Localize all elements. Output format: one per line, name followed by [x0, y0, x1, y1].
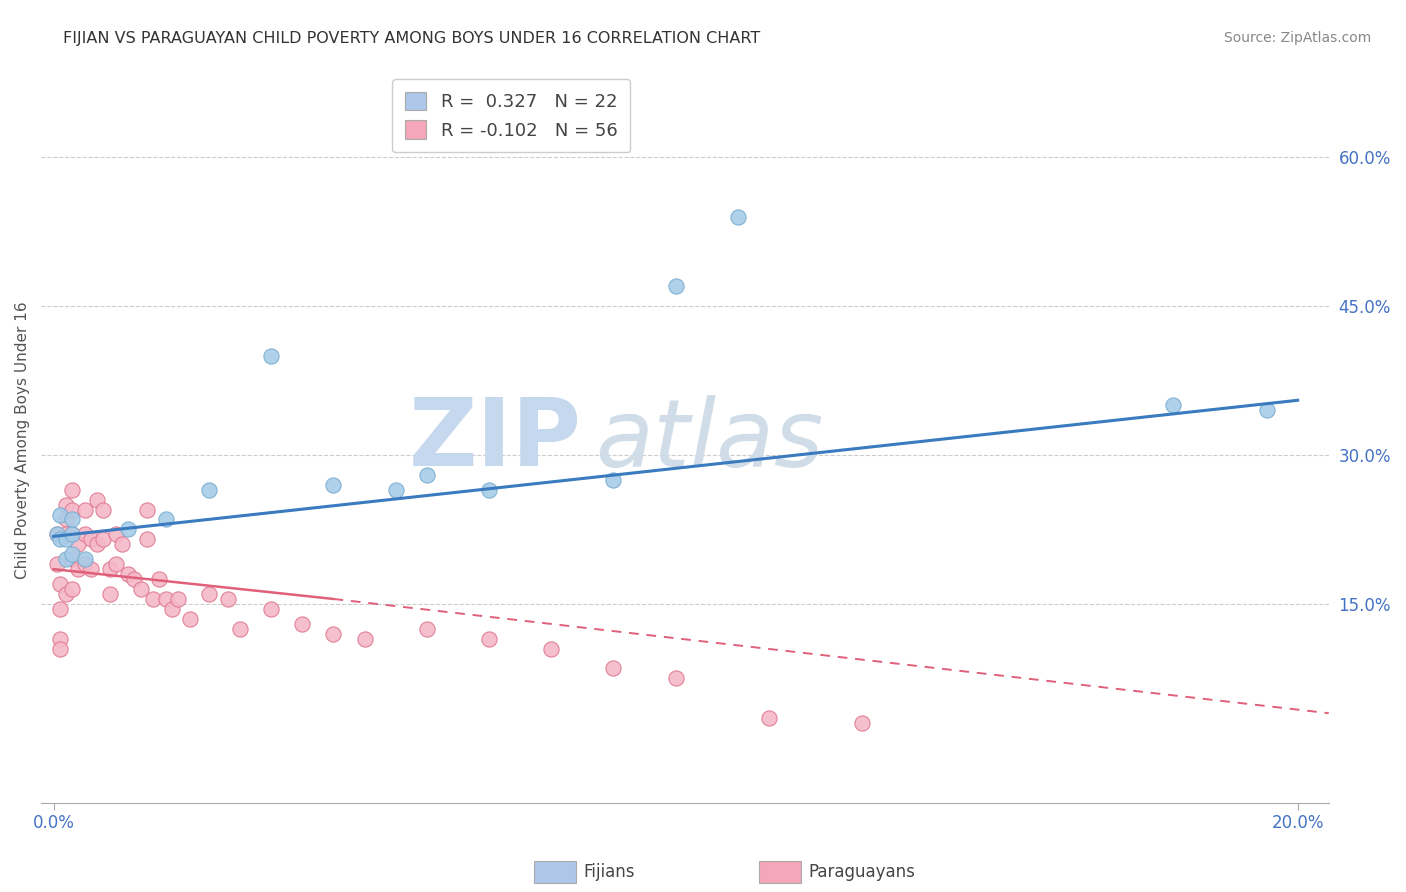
Point — [117, 523, 139, 537]
Point — [104, 527, 127, 541]
Point — [478, 483, 501, 497]
Text: Source: ZipAtlas.com: Source: ZipAtlas.com — [1223, 31, 1371, 45]
Point — [160, 602, 183, 616]
Point — [55, 527, 77, 541]
Point — [124, 572, 146, 586]
Point — [98, 587, 121, 601]
Point — [135, 533, 157, 547]
Point — [67, 562, 90, 576]
Legend: R =  0.327   N = 22, R = -0.102   N = 56: R = 0.327 N = 22, R = -0.102 N = 56 — [392, 79, 630, 153]
Point — [73, 502, 96, 516]
Point — [86, 492, 108, 507]
Point — [727, 210, 749, 224]
Point — [67, 537, 90, 551]
Point — [45, 527, 67, 541]
Point — [49, 577, 72, 591]
Point — [179, 612, 201, 626]
Point — [86, 537, 108, 551]
Point — [155, 591, 177, 606]
Point — [1161, 398, 1184, 412]
Point — [98, 562, 121, 576]
Point — [602, 661, 624, 675]
Point — [167, 591, 190, 606]
Point — [104, 557, 127, 571]
Point — [353, 632, 375, 646]
Point — [49, 641, 72, 656]
Point — [384, 483, 406, 497]
Point — [478, 632, 501, 646]
Text: Paraguayans: Paraguayans — [808, 863, 915, 881]
Point — [322, 477, 344, 491]
Point — [60, 483, 83, 497]
Point — [602, 473, 624, 487]
Point — [665, 279, 688, 293]
Point — [260, 602, 283, 616]
Point — [60, 502, 83, 516]
Point — [155, 512, 177, 526]
Point — [60, 582, 83, 596]
Point — [55, 587, 77, 601]
Text: Fijians: Fijians — [583, 863, 636, 881]
Point — [322, 626, 344, 640]
Point — [1256, 403, 1278, 417]
Point — [60, 552, 83, 566]
Text: FIJIAN VS PARAGUAYAN CHILD POVERTY AMONG BOYS UNDER 16 CORRELATION CHART: FIJIAN VS PARAGUAYAN CHILD POVERTY AMONG… — [63, 31, 761, 46]
Point — [73, 557, 96, 571]
Point — [49, 632, 72, 646]
Point — [55, 533, 77, 547]
Point — [49, 602, 72, 616]
Point — [117, 567, 139, 582]
Point — [80, 533, 103, 547]
Point — [291, 616, 314, 631]
Point — [60, 527, 83, 541]
Point — [540, 641, 562, 656]
Point — [45, 557, 67, 571]
Point — [229, 622, 252, 636]
Point — [111, 537, 134, 551]
Point — [55, 552, 77, 566]
Text: ZIP: ZIP — [409, 394, 582, 486]
Point — [665, 672, 688, 686]
Point — [73, 527, 96, 541]
Point — [60, 527, 83, 541]
Point — [129, 582, 152, 596]
Text: atlas: atlas — [595, 394, 823, 485]
Point — [198, 483, 221, 497]
Y-axis label: Child Poverty Among Boys Under 16: Child Poverty Among Boys Under 16 — [15, 301, 30, 579]
Point — [55, 512, 77, 526]
Point — [80, 562, 103, 576]
Point — [60, 547, 83, 561]
Point — [260, 349, 283, 363]
Point — [142, 591, 165, 606]
Point — [91, 502, 114, 516]
Point — [49, 508, 72, 522]
Point — [49, 533, 72, 547]
Point — [416, 622, 439, 636]
Point — [135, 502, 157, 516]
Point — [758, 711, 780, 725]
Point — [198, 587, 221, 601]
Point — [91, 533, 114, 547]
Point — [60, 512, 83, 526]
Point — [217, 591, 239, 606]
Point — [45, 527, 67, 541]
Point — [148, 572, 170, 586]
Point — [851, 716, 873, 731]
Point — [55, 498, 77, 512]
Point — [73, 552, 96, 566]
Point — [416, 467, 439, 482]
